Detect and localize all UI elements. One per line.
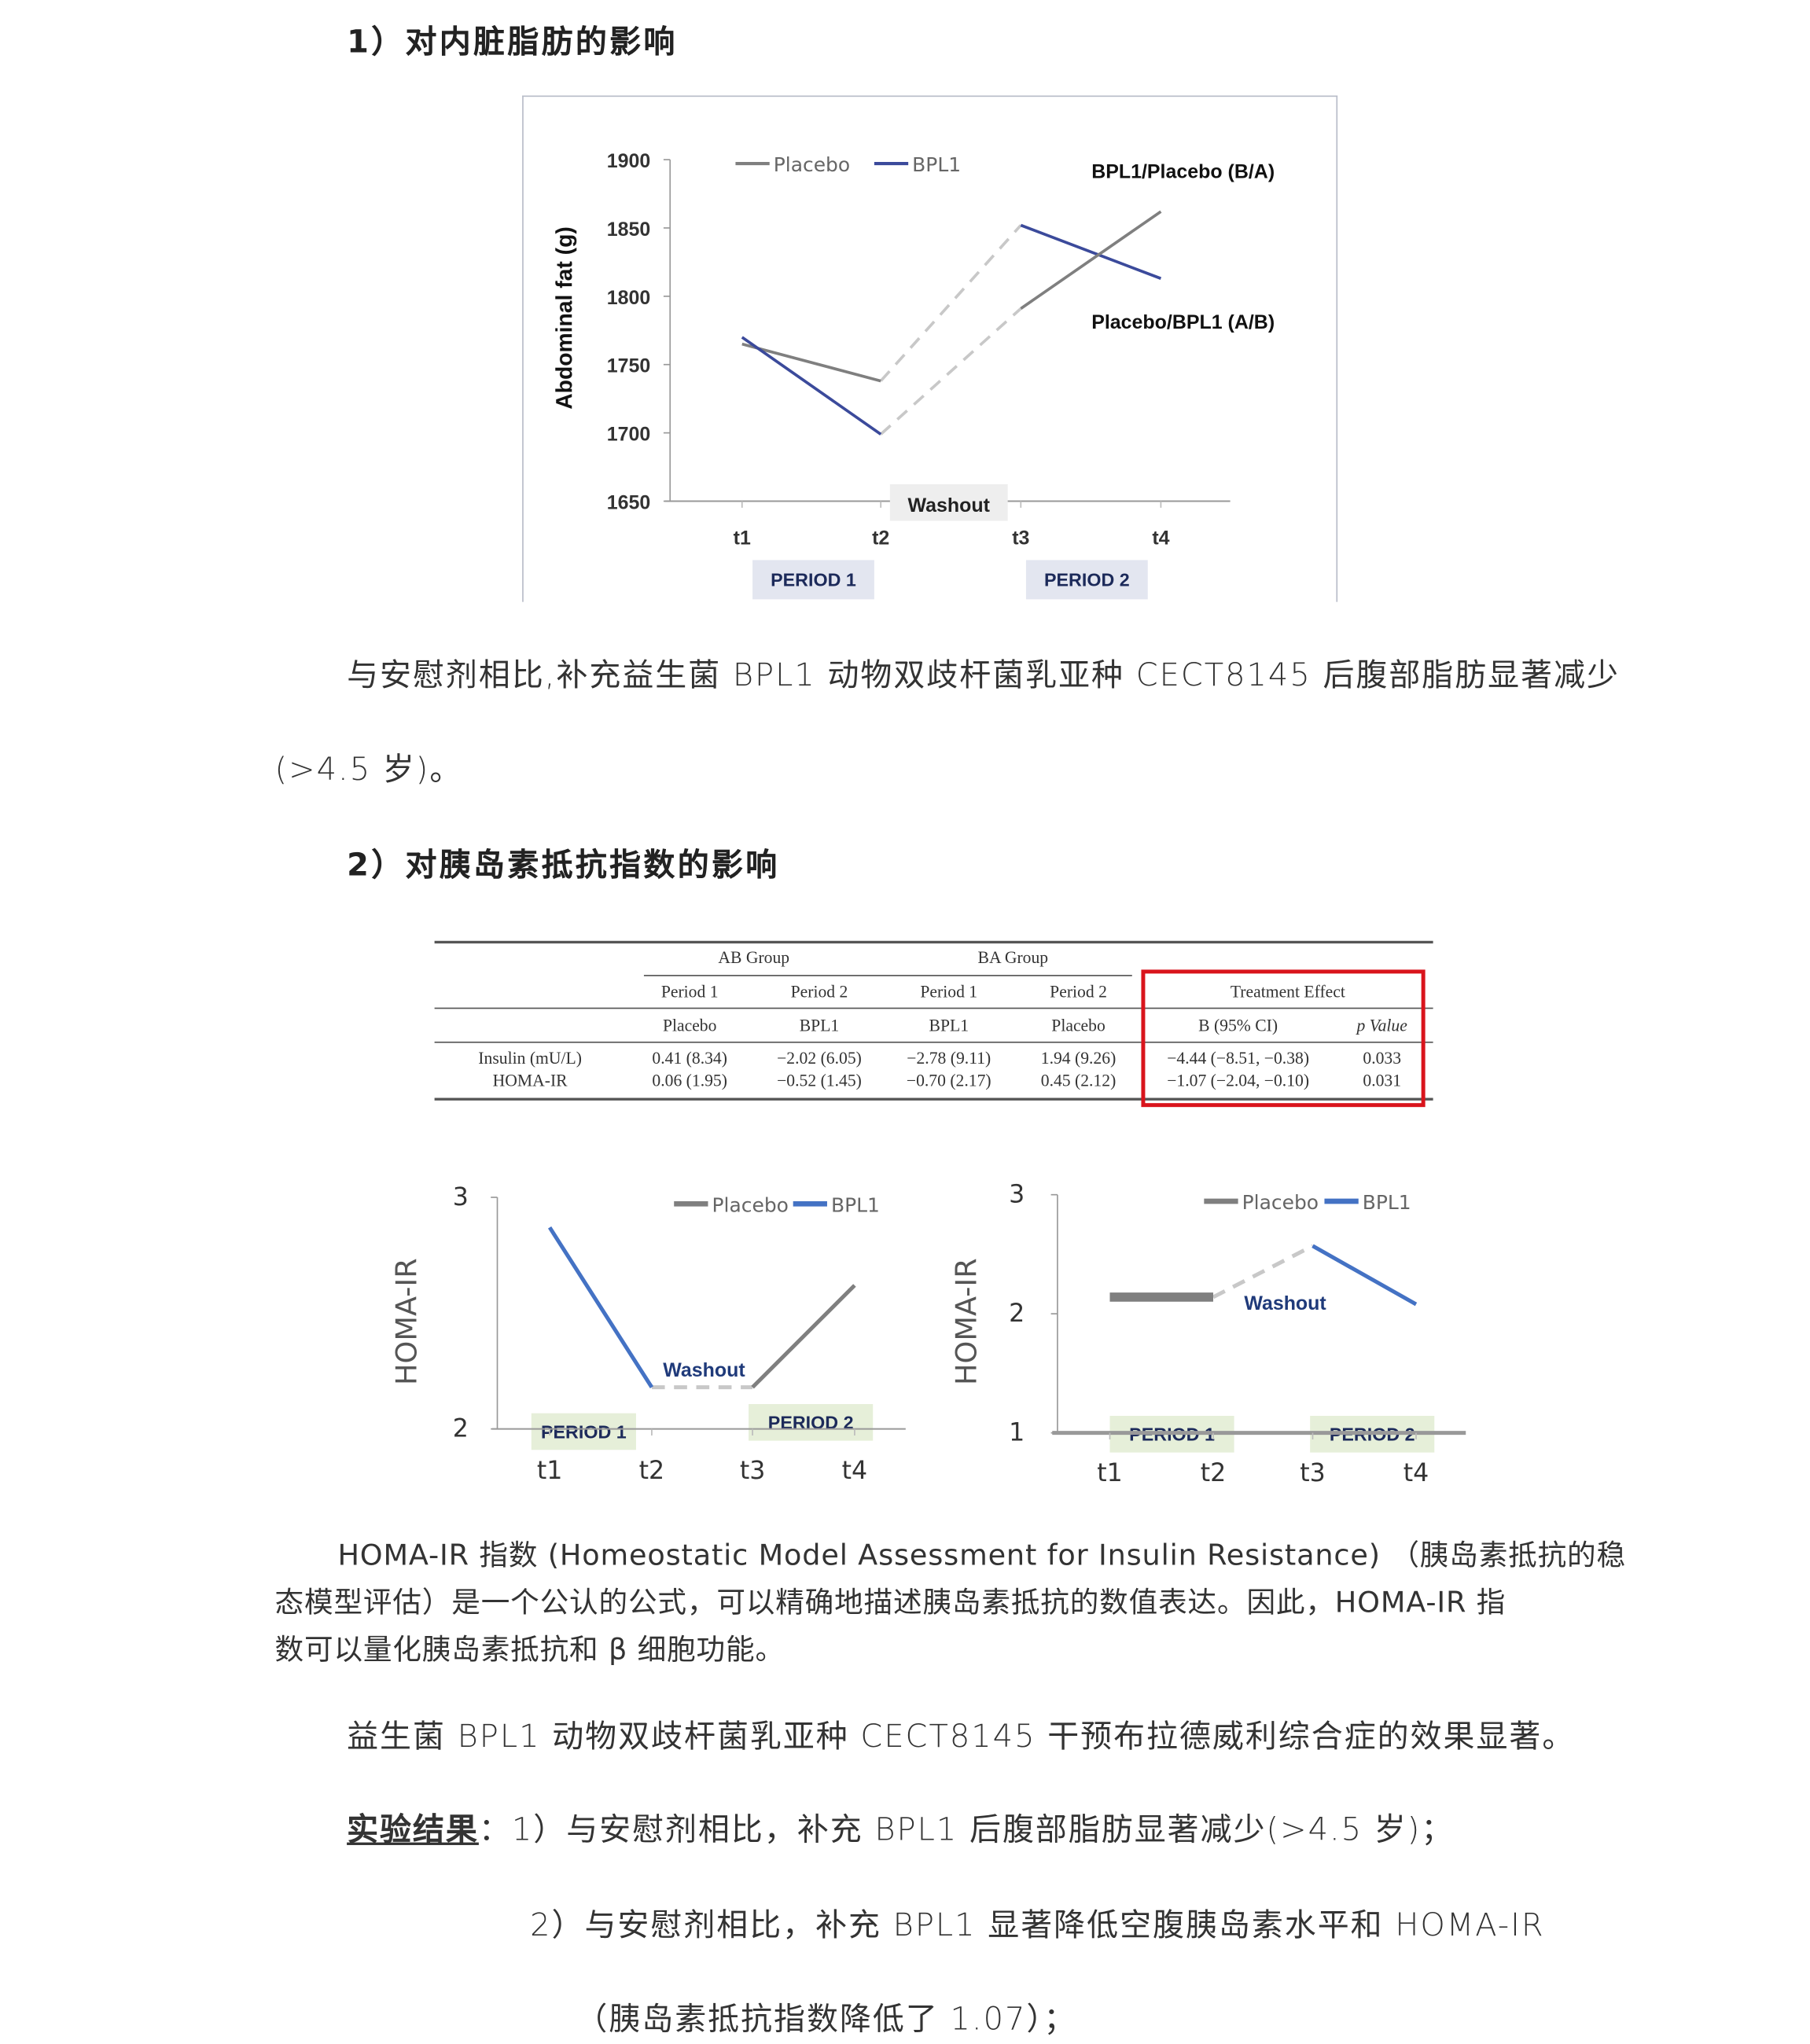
header-period: Period 2 (1050, 981, 1107, 1002)
table-rule (643, 975, 1132, 976)
series-line-placebo (751, 1284, 856, 1389)
x-tick-label: t1 (1097, 1459, 1123, 1487)
period-label: PERIOD 1 (1129, 1425, 1215, 1445)
period-label: PERIOD 1 (541, 1421, 627, 1442)
period-label: PERIOD 2 (768, 1413, 854, 1433)
y-axis-label: HOMA-IR (950, 1258, 984, 1385)
row-label: Insulin (mU/L) (478, 1048, 582, 1068)
period-box (1109, 1415, 1234, 1453)
period-box (1310, 1415, 1435, 1453)
period-label: PERIOD 2 (1330, 1425, 1415, 1445)
y-tick-label: 1 (1009, 1419, 1025, 1447)
table-cell: 0.033 (1363, 1048, 1402, 1068)
results-label: 实验结果 (347, 1811, 479, 1848)
table-cell: −2.02 (6.05) (777, 1048, 862, 1068)
y-tick-label: 3 (453, 1183, 469, 1211)
abdominal-fat-chart-frame (522, 95, 1338, 602)
insulin-table: AB Group BA Group Period 1 Period 2 Peri… (434, 939, 1433, 1108)
legend-label: Placebo (712, 1193, 788, 1216)
results-item1-text: 1）与安慰剂相比，补充 BPL1 后腹部脂肪显著减少(>4.5 岁)； (511, 1811, 1455, 1848)
highlight-box (1141, 969, 1426, 1108)
table-cell: −2.78 (9.11) (907, 1048, 991, 1068)
legend-label: Placebo (1242, 1191, 1319, 1214)
y-tick-label: 3 (1009, 1181, 1025, 1209)
table-cell: 0.45 (2.12) (1040, 1070, 1117, 1090)
section2-heading: 2）对胰岛素抵抗指数的影响 (347, 846, 780, 884)
section1-heading: 1）对内脏脂肪的影响 (347, 23, 678, 61)
table-cell: −1.07 (−2.04, −0.10) (1167, 1070, 1310, 1090)
x-tick-label: t2 (1201, 1459, 1227, 1487)
table-cell: −0.52 (1.45) (777, 1070, 862, 1090)
washout-label: Washout (663, 1359, 745, 1381)
legend-label: BPL1 (831, 1193, 880, 1216)
results-colon: ： (478, 1811, 512, 1848)
table-top-rule (434, 940, 1433, 944)
legend-label: BPL1 (1363, 1191, 1411, 1214)
table-cell: 1.94 (9.26) (1040, 1048, 1117, 1068)
series-line-bpl1 (547, 1226, 654, 1388)
header-ci: B (95% CI) (1198, 1015, 1278, 1035)
results-item2-continued: （胰岛素抵抗指数降低了 1.07）； (576, 2001, 1077, 2038)
period-box (531, 1413, 636, 1450)
conclusion-text: 益生菌 BPL1 动物双歧杆菌乳亚种 CECT8145 干预布拉德威利综合症的效… (347, 1718, 1576, 1755)
x-tick-label: t1 (537, 1457, 563, 1485)
header-treatment: BPL1 (929, 1015, 969, 1035)
x-tick-label: t4 (842, 1457, 868, 1485)
y-tick-label: 2 (453, 1415, 469, 1443)
table-rule (434, 1041, 1433, 1043)
x-tick-label: t2 (639, 1457, 665, 1485)
homa-paragraph-line1: HOMA-IR 指数 (Homeostatic Model Assessment… (337, 1540, 1626, 1573)
header-ab-group: AB Group (718, 947, 790, 968)
header-treatment: Placebo (1051, 1015, 1105, 1035)
section1-paragraph-line2: (>4.5 岁)。 (274, 751, 463, 789)
header-p-value: p Value (1356, 1015, 1407, 1035)
header-treatment: Placebo (662, 1015, 717, 1035)
washout-line (1212, 1244, 1314, 1300)
washout-label: Washout (1244, 1292, 1326, 1314)
y-axis-label: HOMA-IR (389, 1258, 423, 1385)
x-tick-label: t3 (1300, 1459, 1326, 1487)
header-period: Period 1 (660, 981, 719, 1002)
row-label: HOMA-IR (492, 1070, 568, 1090)
x-tick-label: t4 (1403, 1459, 1429, 1487)
header-period: Period 1 (920, 981, 978, 1002)
table-cell: −0.70 (2.17) (906, 1070, 991, 1090)
x-tick-label: t3 (740, 1457, 766, 1485)
header-period: Period 2 (790, 981, 848, 1002)
homa-paragraph-line2: 态模型评估）是一个公认的公式，可以精确地描述胰岛素抵抗的数值表达。因此，HOMA… (274, 1587, 1506, 1620)
table-rule (434, 1007, 1433, 1009)
table-cell: 0.41 (8.34) (652, 1048, 727, 1068)
series-line-bpl1 (1312, 1244, 1418, 1307)
table-cell: 0.031 (1363, 1070, 1402, 1090)
table-cell: −4.44 (−8.51, −0.38) (1167, 1048, 1310, 1068)
results-item1: 实验结果：1）与安慰剂相比，补充 BPL1 后腹部脂肪显著减少(>4.5 岁)； (347, 1803, 1454, 1849)
header-treatment: BPL1 (799, 1015, 840, 1035)
header-treatment-effect: Treatment Effect (1230, 981, 1345, 1002)
homa-paragraph-line3: 数可以量化胰岛素抵抗和 β 细胞功能。 (274, 1634, 785, 1667)
table-bottom-rule (434, 1097, 1433, 1101)
table-cell: 0.06 (1.95) (652, 1070, 727, 1090)
section1-paragraph-line1: 与安慰剂相比,补充益生菌 BPL1 动物双歧杆菌乳亚种 CECT8145 后腹部… (347, 656, 1620, 694)
period-box (749, 1404, 874, 1441)
header-ba-group: BA Group (977, 947, 1049, 968)
results-item2: 2）与安慰剂相比，补充 BPL1 显著降低空腹胰岛素水平和 HOMA-IR (530, 1906, 1545, 1943)
y-tick-label: 2 (1009, 1300, 1025, 1328)
